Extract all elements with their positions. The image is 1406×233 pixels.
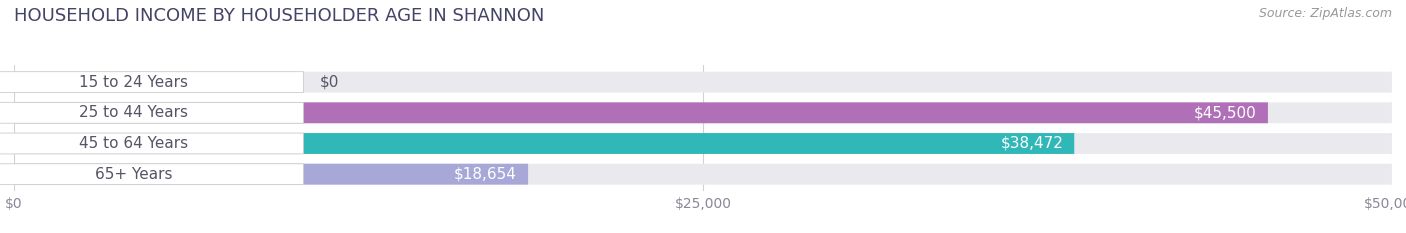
Text: $45,500: $45,500	[1194, 105, 1257, 120]
FancyBboxPatch shape	[0, 164, 304, 185]
Text: 45 to 64 Years: 45 to 64 Years	[79, 136, 188, 151]
FancyBboxPatch shape	[0, 102, 304, 123]
Text: 25 to 44 Years: 25 to 44 Years	[79, 105, 188, 120]
FancyBboxPatch shape	[0, 72, 304, 93]
Text: $38,472: $38,472	[1000, 136, 1063, 151]
FancyBboxPatch shape	[0, 133, 304, 154]
FancyBboxPatch shape	[14, 102, 1268, 123]
FancyBboxPatch shape	[14, 164, 529, 185]
FancyBboxPatch shape	[14, 133, 1392, 154]
FancyBboxPatch shape	[14, 72, 1392, 93]
Text: Source: ZipAtlas.com: Source: ZipAtlas.com	[1258, 7, 1392, 20]
FancyBboxPatch shape	[14, 102, 1392, 123]
Text: HOUSEHOLD INCOME BY HOUSEHOLDER AGE IN SHANNON: HOUSEHOLD INCOME BY HOUSEHOLDER AGE IN S…	[14, 7, 544, 25]
Text: $18,654: $18,654	[454, 167, 517, 182]
FancyBboxPatch shape	[14, 164, 1392, 185]
Text: $0: $0	[321, 75, 339, 90]
Text: 15 to 24 Years: 15 to 24 Years	[79, 75, 188, 90]
FancyBboxPatch shape	[14, 133, 1074, 154]
Text: 65+ Years: 65+ Years	[96, 167, 173, 182]
